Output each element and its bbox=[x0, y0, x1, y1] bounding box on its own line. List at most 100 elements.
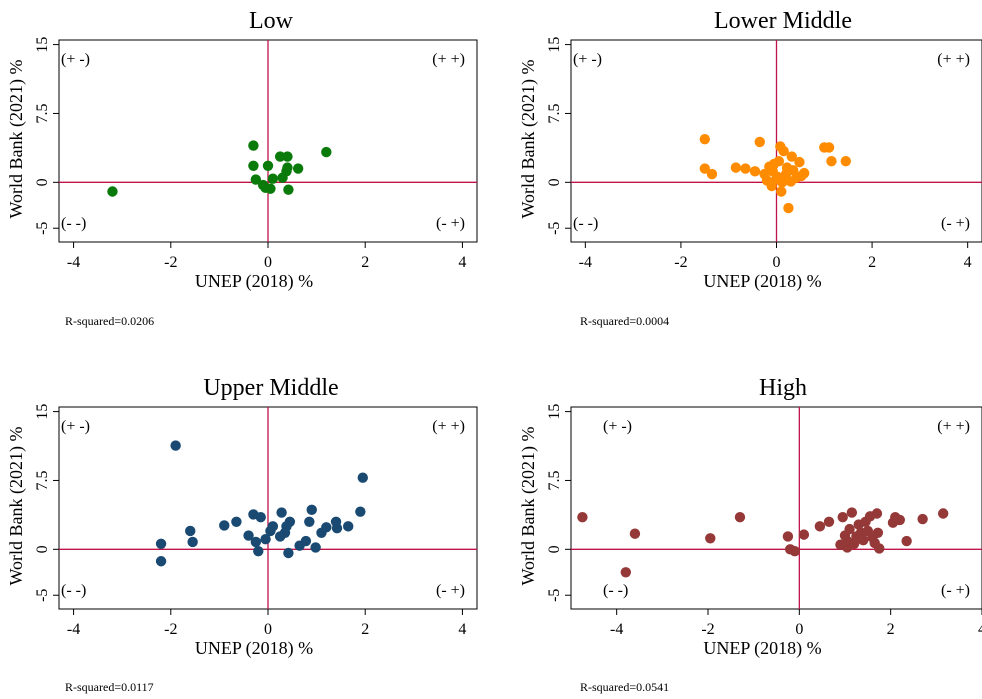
x-axis-label: UNEP (2018) % bbox=[703, 271, 821, 292]
data-point bbox=[260, 534, 271, 545]
data-point bbox=[355, 506, 366, 517]
data-point bbox=[823, 142, 835, 153]
quadrant-label-bottom-right: (- +) bbox=[436, 582, 465, 599]
data-point bbox=[331, 523, 343, 534]
y-tick-label: -5 bbox=[34, 222, 51, 235]
panel-title: Upper Middle bbox=[203, 375, 338, 401]
data-point bbox=[274, 151, 286, 162]
quadrant-label-top-right: (+ +) bbox=[432, 51, 465, 68]
data-point bbox=[777, 177, 788, 188]
x-tick-label: -2 bbox=[164, 621, 177, 638]
data-point bbox=[837, 511, 848, 523]
y-tick-label: -5 bbox=[546, 222, 563, 235]
x-tick-label: 4 bbox=[964, 254, 972, 271]
data-point bbox=[304, 516, 315, 527]
x-tick-label: -2 bbox=[674, 254, 687, 271]
quadrant-label-bottom-left: (- -) bbox=[61, 215, 86, 232]
data-point bbox=[706, 168, 718, 180]
panel-title: Lower Middle bbox=[714, 8, 852, 34]
data-point bbox=[250, 536, 262, 548]
data-point bbox=[267, 173, 279, 184]
data-point bbox=[783, 202, 794, 214]
data-point bbox=[699, 163, 711, 174]
data-point bbox=[858, 534, 869, 546]
data-point bbox=[342, 521, 354, 532]
quadrant-label-bottom-right: (- +) bbox=[436, 215, 465, 232]
data-point bbox=[730, 162, 742, 173]
r-squared-note: R-squared=0.0541 bbox=[580, 680, 669, 694]
data-point bbox=[187, 536, 198, 548]
data-point bbox=[292, 163, 304, 174]
data-point bbox=[253, 545, 264, 557]
data-point bbox=[840, 156, 851, 167]
x-tick-label: 2 bbox=[868, 254, 876, 271]
x-tick-label: -4 bbox=[67, 621, 80, 638]
x-axis-label: UNEP (2018) % bbox=[195, 271, 313, 292]
data-point bbox=[705, 533, 716, 544]
x-axis-label: UNEP (2018) % bbox=[703, 638, 821, 659]
quadrant-label-top-right: (+ +) bbox=[937, 418, 970, 435]
r-squared-note: R-squared=0.0206 bbox=[65, 314, 154, 328]
data-point bbox=[250, 174, 262, 185]
data-point bbox=[284, 516, 296, 527]
y-tick-label: 0 bbox=[546, 545, 563, 553]
data-point bbox=[310, 542, 321, 553]
data-point bbox=[265, 183, 276, 194]
y-axis-label: World Bank (2021) % bbox=[6, 59, 27, 218]
quadrant-label-top-right: (+ +) bbox=[937, 51, 970, 68]
data-point bbox=[894, 514, 905, 526]
y-axis-label: World Bank (2021) % bbox=[518, 426, 539, 585]
data-point bbox=[874, 543, 885, 554]
data-point bbox=[766, 180, 777, 192]
data-point bbox=[937, 508, 949, 519]
data-point bbox=[872, 527, 884, 538]
data-point bbox=[276, 507, 287, 518]
data-point bbox=[773, 156, 785, 167]
quadrant-label-top-left: (+ -) bbox=[61, 51, 90, 68]
quadrant-label-bottom-left: (- -) bbox=[603, 582, 628, 599]
data-point bbox=[282, 162, 293, 173]
data-point bbox=[794, 156, 805, 168]
quadrant-label-top-left: (+ -) bbox=[603, 418, 632, 435]
data-point bbox=[283, 547, 294, 559]
data-point bbox=[321, 522, 332, 533]
data-point bbox=[826, 156, 837, 167]
r-squared-note: R-squared=0.0117 bbox=[65, 680, 154, 694]
x-tick-label: -4 bbox=[67, 254, 80, 271]
data-point bbox=[231, 516, 242, 527]
quadrant-label-top-left: (+ -) bbox=[573, 51, 602, 68]
x-axis-label: UNEP (2018) % bbox=[195, 638, 313, 659]
quadrant-label-top-right: (+ +) bbox=[432, 418, 465, 435]
data-point bbox=[786, 151, 797, 162]
quadrant-label-top-left: (+ -) bbox=[61, 418, 90, 435]
data-point bbox=[789, 545, 800, 557]
data-point bbox=[778, 145, 789, 157]
panel-lower-middle: Lower Middle -4 -2 0 2 4 -5 0 7.5 15 UNEP (2018) %… bbox=[518, 8, 982, 328]
y-tick-label: 0 bbox=[546, 178, 563, 186]
data-point bbox=[219, 520, 230, 531]
data-point bbox=[185, 525, 196, 537]
data-point bbox=[871, 508, 883, 519]
data-point bbox=[255, 511, 266, 523]
y-tick-label: 0 bbox=[34, 178, 51, 186]
data-point bbox=[155, 556, 167, 567]
quadrant-label-bottom-right: (- +) bbox=[941, 582, 970, 599]
data-point bbox=[846, 507, 858, 518]
r-squared-note: R-squared=0.0004 bbox=[580, 314, 669, 328]
data-point bbox=[155, 538, 167, 550]
data-point bbox=[306, 504, 317, 516]
x-tick-label: 2 bbox=[361, 254, 369, 271]
y-tick-label: 7.5 bbox=[34, 470, 51, 490]
x-tick-label: 4 bbox=[458, 621, 466, 638]
quadrant-label-bottom-left: (- -) bbox=[573, 215, 598, 232]
data-point bbox=[740, 163, 751, 174]
data-point bbox=[300, 535, 312, 547]
data-point bbox=[321, 146, 332, 158]
data-point bbox=[917, 513, 928, 525]
data-point bbox=[577, 511, 588, 523]
panel-low: Low -4 -2 0 2 4 -5 0 7.5 15 UNEP (2018) % World Ban… bbox=[6, 8, 478, 328]
data-point bbox=[754, 136, 765, 148]
data-point bbox=[823, 516, 835, 527]
x-tick-label: 2 bbox=[887, 621, 895, 638]
